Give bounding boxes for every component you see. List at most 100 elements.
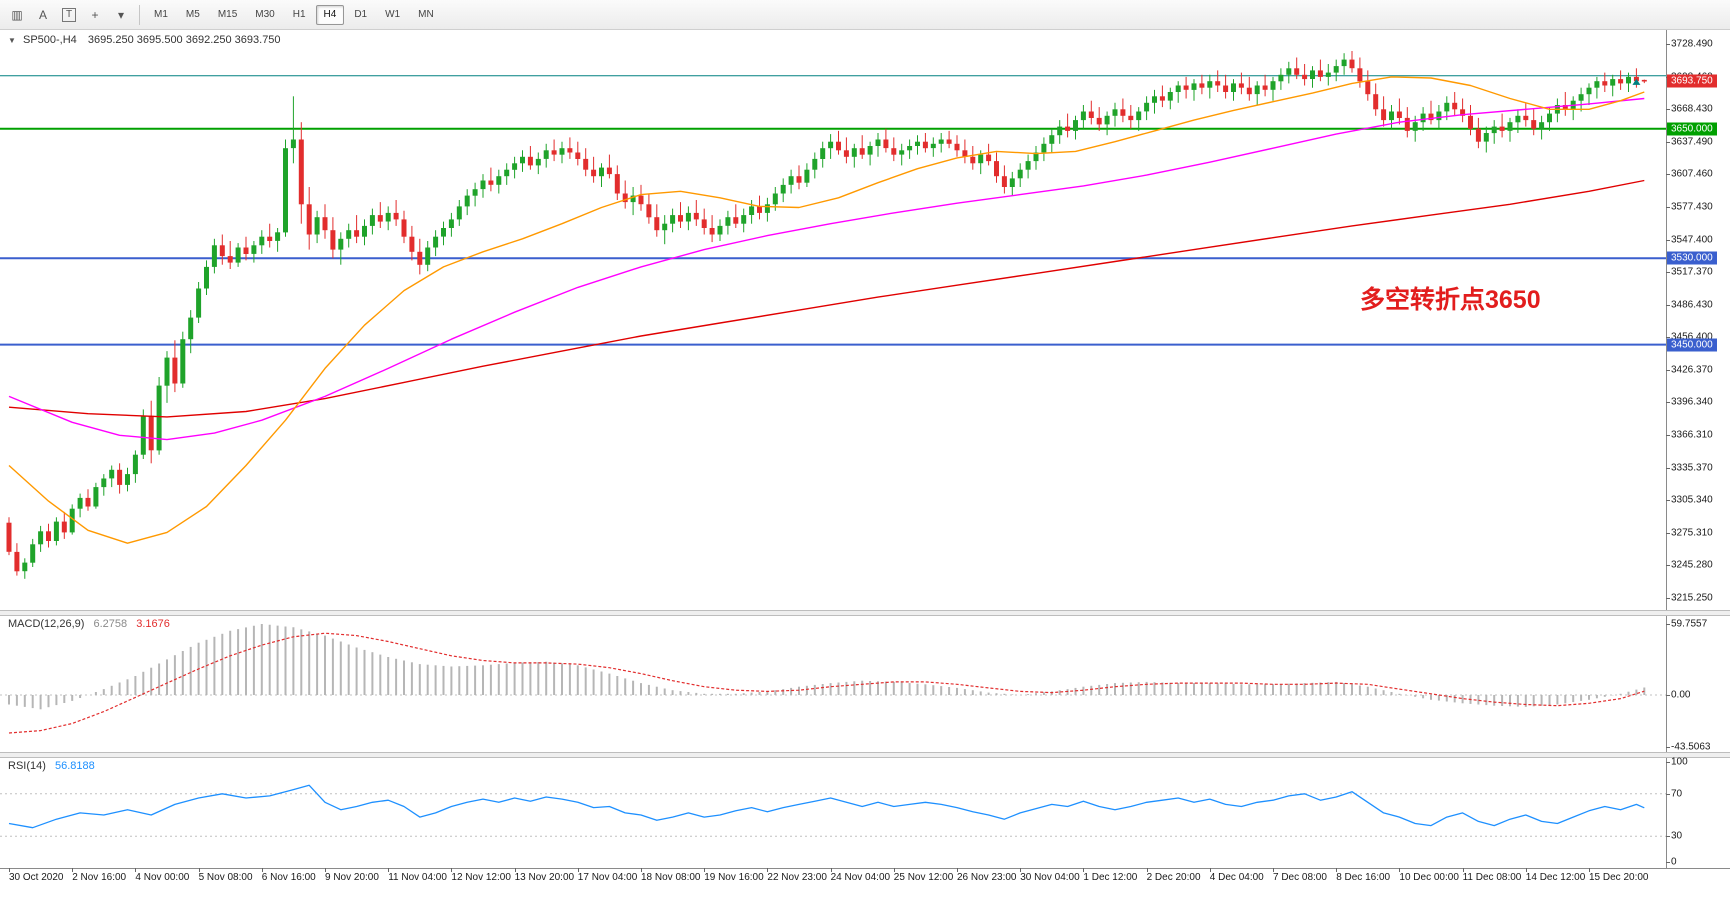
price-axis-tick — [1666, 304, 1670, 306]
price-axis-tick — [1666, 272, 1670, 274]
text-tool-icon[interactable]: T — [57, 4, 81, 26]
ma-fast-line — [8, 76, 1645, 544]
price-axis-label: 3668.430 — [1671, 103, 1713, 115]
time-axis-label: 6 Nov 16:00 — [261, 872, 316, 883]
time-axis-tick — [1525, 868, 1527, 872]
autoscroll-icon[interactable]: A — [31, 4, 55, 26]
price-axis-label: 3728.490 — [1671, 38, 1713, 50]
price-axis-tick — [1666, 402, 1670, 404]
rsi-axis-tick — [1666, 836, 1670, 838]
time-axis-tick — [325, 868, 326, 872]
price-axis-label: 3305.340 — [1671, 494, 1713, 506]
chart-title: ▼ SP500-,H4 3695.250 3695.500 3692.250 3… — [8, 34, 281, 46]
hline-price-badge: 3450.000 — [1667, 338, 1717, 352]
horizontal-lines — [0, 75, 1666, 346]
timeframe-h4[interactable]: H4 — [315, 4, 345, 25]
time-axis-tick — [1273, 868, 1274, 872]
time-axis-label: 14 Dec 12:00 — [1525, 872, 1586, 883]
hline-price-badge: 3530.000 — [1667, 251, 1717, 265]
price-axis-label: 3607.460 — [1671, 168, 1713, 180]
time-axis-label: 2 Dec 20:00 — [1146, 872, 1201, 883]
time-axis-label: 12 Nov 12:00 — [451, 872, 511, 883]
time-axis-label: 30 Nov 04:00 — [1020, 872, 1080, 883]
price-axis-tick — [1666, 109, 1670, 111]
rsi-axis-label: 70 — [1671, 788, 1683, 800]
time-axis-tick — [9, 868, 10, 872]
time-axis-tick — [641, 868, 642, 872]
crosshair-icon-glyph: + — [91, 7, 99, 22]
macd-label: MACD(12,26,9) 6.2758 3.1676 — [8, 618, 170, 630]
toolbar: ▥ A T + ▾ M1 M5 M15 M30 H1 H4 D1 W1 MN — [0, 0, 1730, 30]
ma-mid-line — [8, 97, 1645, 441]
time-axis-tick — [704, 868, 706, 872]
rsi-axis-tick — [1666, 762, 1670, 763]
price-axis-tick — [1666, 500, 1670, 502]
timeframe-m30[interactable]: M30 — [255, 8, 275, 20]
price-axis-tick — [1666, 337, 1670, 339]
time-axis-tick — [767, 868, 769, 872]
collapse-triangle-icon[interactable]: ▼ — [8, 36, 16, 45]
crosshair-icon[interactable]: + — [83, 4, 107, 26]
time-axis-tick — [514, 868, 516, 872]
time-axis-label: 13 Nov 20:00 — [514, 872, 575, 883]
time-axis-tick — [451, 868, 453, 872]
price-axis-label: 3577.430 — [1671, 201, 1713, 213]
indicators-dropdown-icon[interactable]: ▾ — [109, 4, 133, 26]
time-axis-tick — [1083, 868, 1085, 872]
price-axis-tick — [1666, 141, 1670, 143]
current-price-badge: 3693.750 — [1667, 74, 1717, 88]
rsi-axis-label: 100 — [1671, 756, 1688, 768]
timeframe-d1[interactable]: D1 — [354, 8, 368, 20]
price-axis-label: 3637.490 — [1671, 136, 1713, 148]
price-axis-tick — [1666, 369, 1670, 371]
price-axis-label: 3366.310 — [1671, 429, 1713, 441]
price-axis-label: 3245.280 — [1671, 559, 1713, 571]
ohlc-values: 3695.250 3695.500 3692.250 3693.750 — [87, 34, 281, 46]
toolbar-separator — [139, 4, 140, 25]
price-axis-label: 3335.370 — [1671, 462, 1713, 474]
timeframe-group: M1 M5 M15 M30 H1 H4 D1 W1 MN — [145, 4, 443, 25]
time-axis-label: 17 Nov 04:00 — [577, 872, 638, 883]
price-axis-tick — [1666, 532, 1670, 534]
timeframe-w1[interactable]: W1 — [385, 8, 401, 20]
price-axis-label: 3456.400 — [1671, 332, 1713, 343]
ma-slow-line — [8, 179, 1645, 418]
time-axis-tick — [1399, 868, 1401, 872]
macd-panel — [0, 624, 1666, 734]
chart-annotation-text[interactable]: 多空转折点3650 — [1360, 286, 1541, 314]
time-axis-label: 11 Nov 04:00 — [388, 872, 447, 883]
charts-icon-glyph: ▥ — [11, 7, 23, 22]
macd-axis-tick — [1666, 746, 1670, 748]
time-axis-tick — [135, 868, 137, 872]
time-axis-tick — [1462, 868, 1464, 872]
time-axis-tick — [1146, 868, 1148, 872]
price-axis-tick — [1666, 467, 1670, 469]
rsi-axis-label: 0 — [1671, 856, 1677, 868]
macd-main-value: 6.2758 — [93, 618, 128, 630]
time-axis-label: 5 Nov 08:00 — [198, 872, 253, 883]
timeframe-h1[interactable]: H1 — [292, 8, 306, 20]
rsi-name: RSI(14) — [8, 760, 46, 772]
time-axis-tick — [261, 868, 263, 872]
price-axis-tick — [1666, 239, 1670, 241]
timeframe-m5[interactable]: M5 — [185, 8, 200, 20]
price-axis-border — [1666, 30, 1667, 868]
panel-splitter-rsi[interactable] — [0, 752, 1730, 758]
toolbar-icon-group: ▥ A T + ▾ — [4, 4, 134, 26]
panel-splitter-macd[interactable] — [0, 610, 1730, 616]
price-axis-label: 3215.250 — [1671, 592, 1713, 604]
timeframe-m1[interactable]: M1 — [154, 8, 168, 20]
timeframe-m15[interactable]: M15 — [217, 8, 238, 20]
macd-signal-line — [8, 632, 1645, 734]
time-axis-label: 1 Dec 12:00 — [1083, 872, 1138, 883]
hline-price-badge: 3650.000 — [1667, 122, 1717, 136]
time-axis-label: 11 Dec 08:00 — [1462, 872, 1522, 883]
charts-icon[interactable]: ▥ — [5, 4, 29, 26]
rsi-label: RSI(14) 56.8188 — [8, 760, 95, 772]
timeframe-mn[interactable]: MN — [418, 8, 434, 20]
time-axis-label: 30 Oct 2020 — [9, 872, 64, 883]
time-axis-label: 25 Nov 12:00 — [893, 872, 954, 883]
price-axis-label: 3486.430 — [1671, 299, 1713, 311]
